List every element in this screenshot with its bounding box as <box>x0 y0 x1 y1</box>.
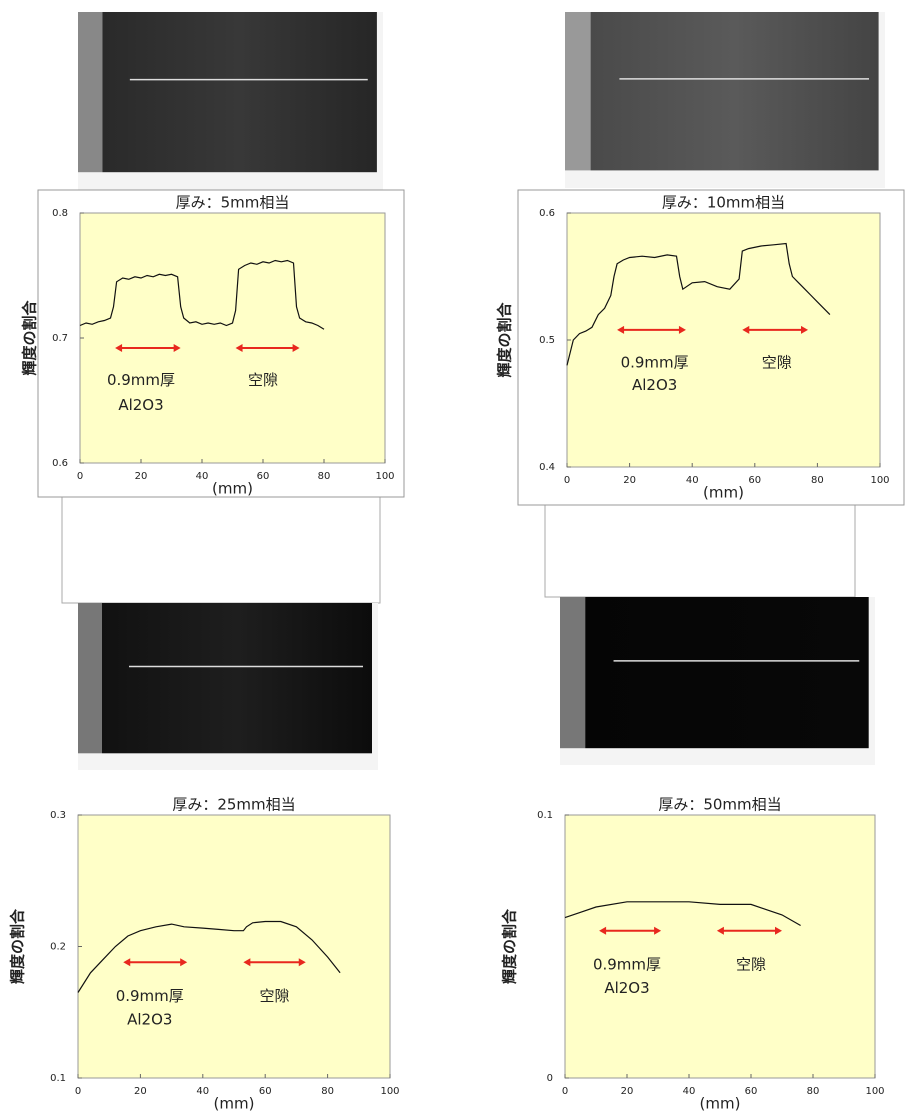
sample-image <box>585 597 869 748</box>
plot-area <box>78 815 390 1078</box>
sample-image <box>591 12 879 170</box>
y-tick-label: 0 <box>547 1073 553 1084</box>
x-axis-label: (mm) <box>214 1095 255 1111</box>
x-tick-label: 40 <box>686 475 699 486</box>
y-tick-label: 0.6 <box>52 458 68 469</box>
plot-area <box>80 213 385 463</box>
chart-title: 厚み：50mm相当 <box>658 796 781 814</box>
plot-area <box>567 213 880 467</box>
y-tick-label: 0.5 <box>539 335 555 346</box>
sample-image-edge <box>565 12 591 170</box>
y-tick-label: 0.6 <box>539 208 555 219</box>
x-tick-label: 80 <box>318 471 331 482</box>
x-tick-label: 100 <box>870 475 889 486</box>
x-tick-label: 20 <box>135 471 148 482</box>
x-tick-label: 40 <box>196 471 209 482</box>
x-axis-label: (mm) <box>700 1095 741 1111</box>
frame <box>545 505 855 597</box>
y-tick-label: 0.1 <box>50 1073 66 1084</box>
chart-title: 厚み：5mm相当 <box>176 194 290 212</box>
x-tick-label: 60 <box>257 471 270 482</box>
x-tick-label: 60 <box>259 1086 272 1097</box>
x-tick-label: 60 <box>745 1086 758 1097</box>
annotation: 空隙 <box>736 955 766 973</box>
x-tick-label: 60 <box>748 475 761 486</box>
y-tick-label: 0.7 <box>52 333 68 344</box>
x-tick-label: 80 <box>321 1086 334 1097</box>
x-tick-label: 80 <box>811 475 824 486</box>
x-tick-label: 0 <box>75 1086 81 1097</box>
annotation: 空隙 <box>248 371 278 389</box>
x-tick-label: 100 <box>375 471 394 482</box>
annotation: 空隙 <box>260 987 290 1005</box>
y-axis-label: 輝度の割合 <box>21 300 39 376</box>
sample-image-edge <box>78 12 102 172</box>
chart-title: 厚み：25mm相当 <box>172 796 295 814</box>
y-axis-label: 輝度の割合 <box>9 908 27 984</box>
figure: 0.6 0.7 0.8 0 20 40 60 80 100 厚み：5mm相当 (mm) 輝度の割合 0.… <box>0 0 905 1111</box>
y-tick-label: 0.1 <box>537 810 553 821</box>
sample-image-edge <box>78 603 102 753</box>
x-tick-label: 20 <box>621 1086 634 1097</box>
annotation: 0.9mm厚 <box>621 353 689 371</box>
x-tick-label: 100 <box>380 1086 399 1097</box>
annotation: Al2O3 <box>127 1011 172 1029</box>
y-tick-label: 0.4 <box>539 462 555 473</box>
chart-title: 厚み：10mm相当 <box>662 194 785 212</box>
sample-image-edge <box>560 597 585 748</box>
page: {"chart_data": [ {"type": "line", "title… <box>0 0 905 1111</box>
x-axis-label: (mm) <box>212 480 253 498</box>
annotation: Al2O3 <box>604 979 649 997</box>
frame <box>62 497 380 603</box>
annotation: Al2O3 <box>632 376 677 394</box>
annotation: Al2O3 <box>118 396 163 414</box>
y-tick-label: 0.3 <box>50 810 66 821</box>
x-tick-label: 40 <box>683 1086 696 1097</box>
x-tick-label: 40 <box>196 1086 209 1097</box>
y-axis-label: 輝度の割合 <box>501 908 519 984</box>
y-tick-label: 0.2 <box>50 942 66 953</box>
annotation: 0.9mm厚 <box>593 955 661 973</box>
x-tick-label: 0 <box>77 471 83 482</box>
sample-image <box>102 603 372 753</box>
annotation: 空隙 <box>762 353 792 371</box>
x-tick-label: 20 <box>623 475 636 486</box>
x-tick-label: 0 <box>564 475 570 486</box>
x-tick-label: 20 <box>134 1086 147 1097</box>
x-axis-label: (mm) <box>703 484 744 502</box>
y-tick-label: 0.8 <box>52 208 68 219</box>
x-tick-label: 80 <box>807 1086 820 1097</box>
sample-image <box>102 12 377 172</box>
annotation: 0.9mm厚 <box>116 987 184 1005</box>
plot-area <box>565 815 875 1078</box>
annotation: 0.9mm厚 <box>107 371 175 389</box>
y-axis-label: 輝度の割合 <box>496 302 514 378</box>
x-tick-label: 0 <box>562 1086 568 1097</box>
x-tick-label: 100 <box>865 1086 884 1097</box>
